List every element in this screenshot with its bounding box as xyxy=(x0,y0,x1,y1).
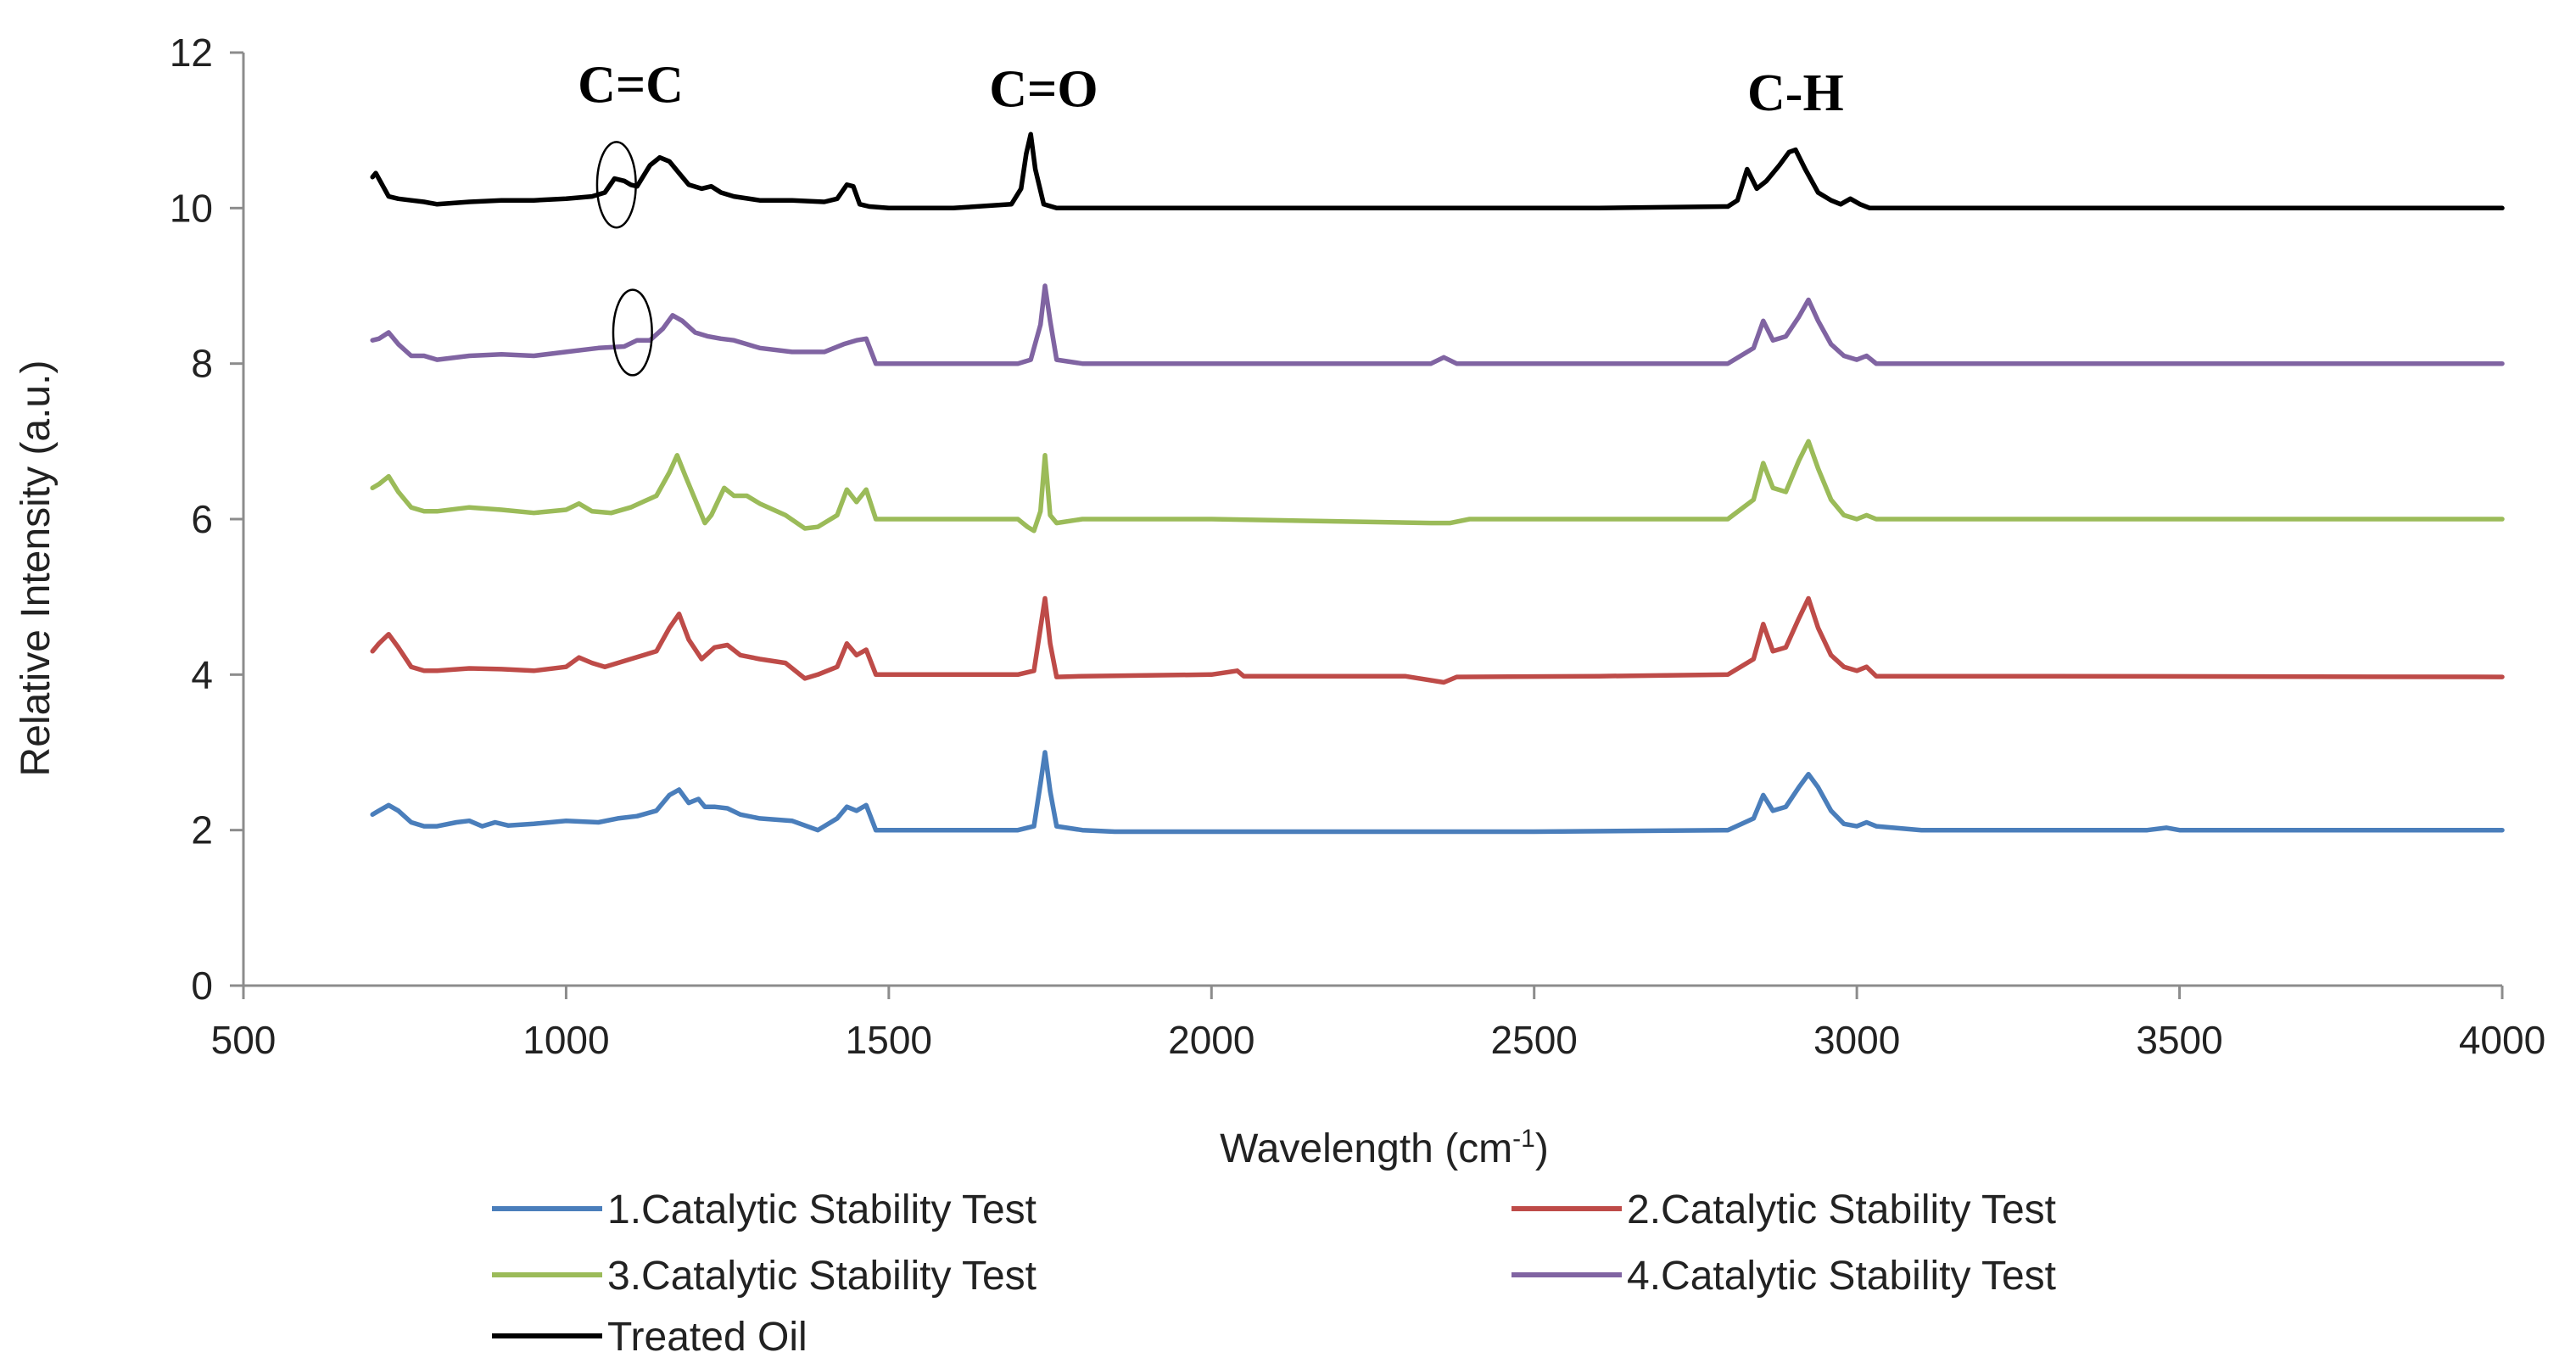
legend-label: 1.Catalytic Stability Test xyxy=(607,1187,1037,1232)
legend-entry-5: Treated Oil xyxy=(492,1315,807,1360)
y-tick-label: 4 xyxy=(191,652,213,696)
legend-entry-4: 4.Catalytic Stability Test xyxy=(1512,1254,2056,1299)
legend-entry-3: 3.Catalytic Stability Test xyxy=(492,1254,1037,1299)
series-line-5 xyxy=(370,131,2505,211)
axes: 0 2 4 6 8 10 12 500 1000 1500 2000 2500 3000 3500 4000 xyxy=(170,31,2545,1062)
series-layer xyxy=(370,131,2505,835)
x-tick-label: 3000 xyxy=(1813,1018,1900,1062)
x-tick-label: 2000 xyxy=(1168,1018,1254,1062)
y-tick-label: 2 xyxy=(191,808,213,852)
legend: 1.Catalytic Stability Test 2.Catalytic St… xyxy=(492,1187,2056,1360)
peak-label: C=C xyxy=(578,57,684,115)
series-line-2 xyxy=(370,595,2505,685)
x-tick-label: 3500 xyxy=(2136,1018,2222,1062)
x-tick-label: 1000 xyxy=(522,1018,609,1062)
legend-label: Treated Oil xyxy=(607,1315,807,1360)
legend-label: 2.Catalytic Stability Test xyxy=(1627,1187,2056,1232)
y-tick-label: 12 xyxy=(170,31,213,75)
y-axis-title: Relative Intensity (a.u.) xyxy=(14,360,59,777)
x-axis-title: Wavelength (cm-1) xyxy=(1220,1125,1549,1171)
y-tick-label: 10 xyxy=(170,186,213,230)
legend-label: 4.Catalytic Stability Test xyxy=(1627,1254,2056,1299)
x-tick-label: 1500 xyxy=(846,1018,932,1062)
series-line-1 xyxy=(370,750,2505,835)
x-axis-title-superscript: -1 xyxy=(1512,1125,1535,1153)
x-tick-label: 500 xyxy=(211,1018,277,1062)
peak-label: C=O xyxy=(989,60,1098,118)
y-tick-label: 8 xyxy=(191,342,213,386)
peak-circle-marker xyxy=(595,141,637,229)
peak-label: C-H xyxy=(1747,64,1844,122)
x-tick-label: 4000 xyxy=(2459,1018,2545,1062)
legend-entry-1: 1.Catalytic Stability Test xyxy=(492,1187,1037,1232)
x-axis-title-main: Wavelength (cm xyxy=(1220,1126,1512,1171)
peak-circle-marker xyxy=(612,288,653,377)
legend-label: 3.Catalytic Stability Test xyxy=(607,1254,1037,1299)
y-tick-label: 0 xyxy=(191,964,213,1008)
y-tick-label: 6 xyxy=(191,497,213,541)
series-line-3 xyxy=(370,439,2505,534)
x-tick-label: 2500 xyxy=(1491,1018,1578,1062)
series-line-4 xyxy=(370,283,2505,366)
x-axis-title-suffix: ) xyxy=(1535,1126,1549,1171)
legend-entry-2: 2.Catalytic Stability Test xyxy=(1512,1187,2056,1232)
annotation-layer: C=C C=O C-H xyxy=(578,57,1844,377)
